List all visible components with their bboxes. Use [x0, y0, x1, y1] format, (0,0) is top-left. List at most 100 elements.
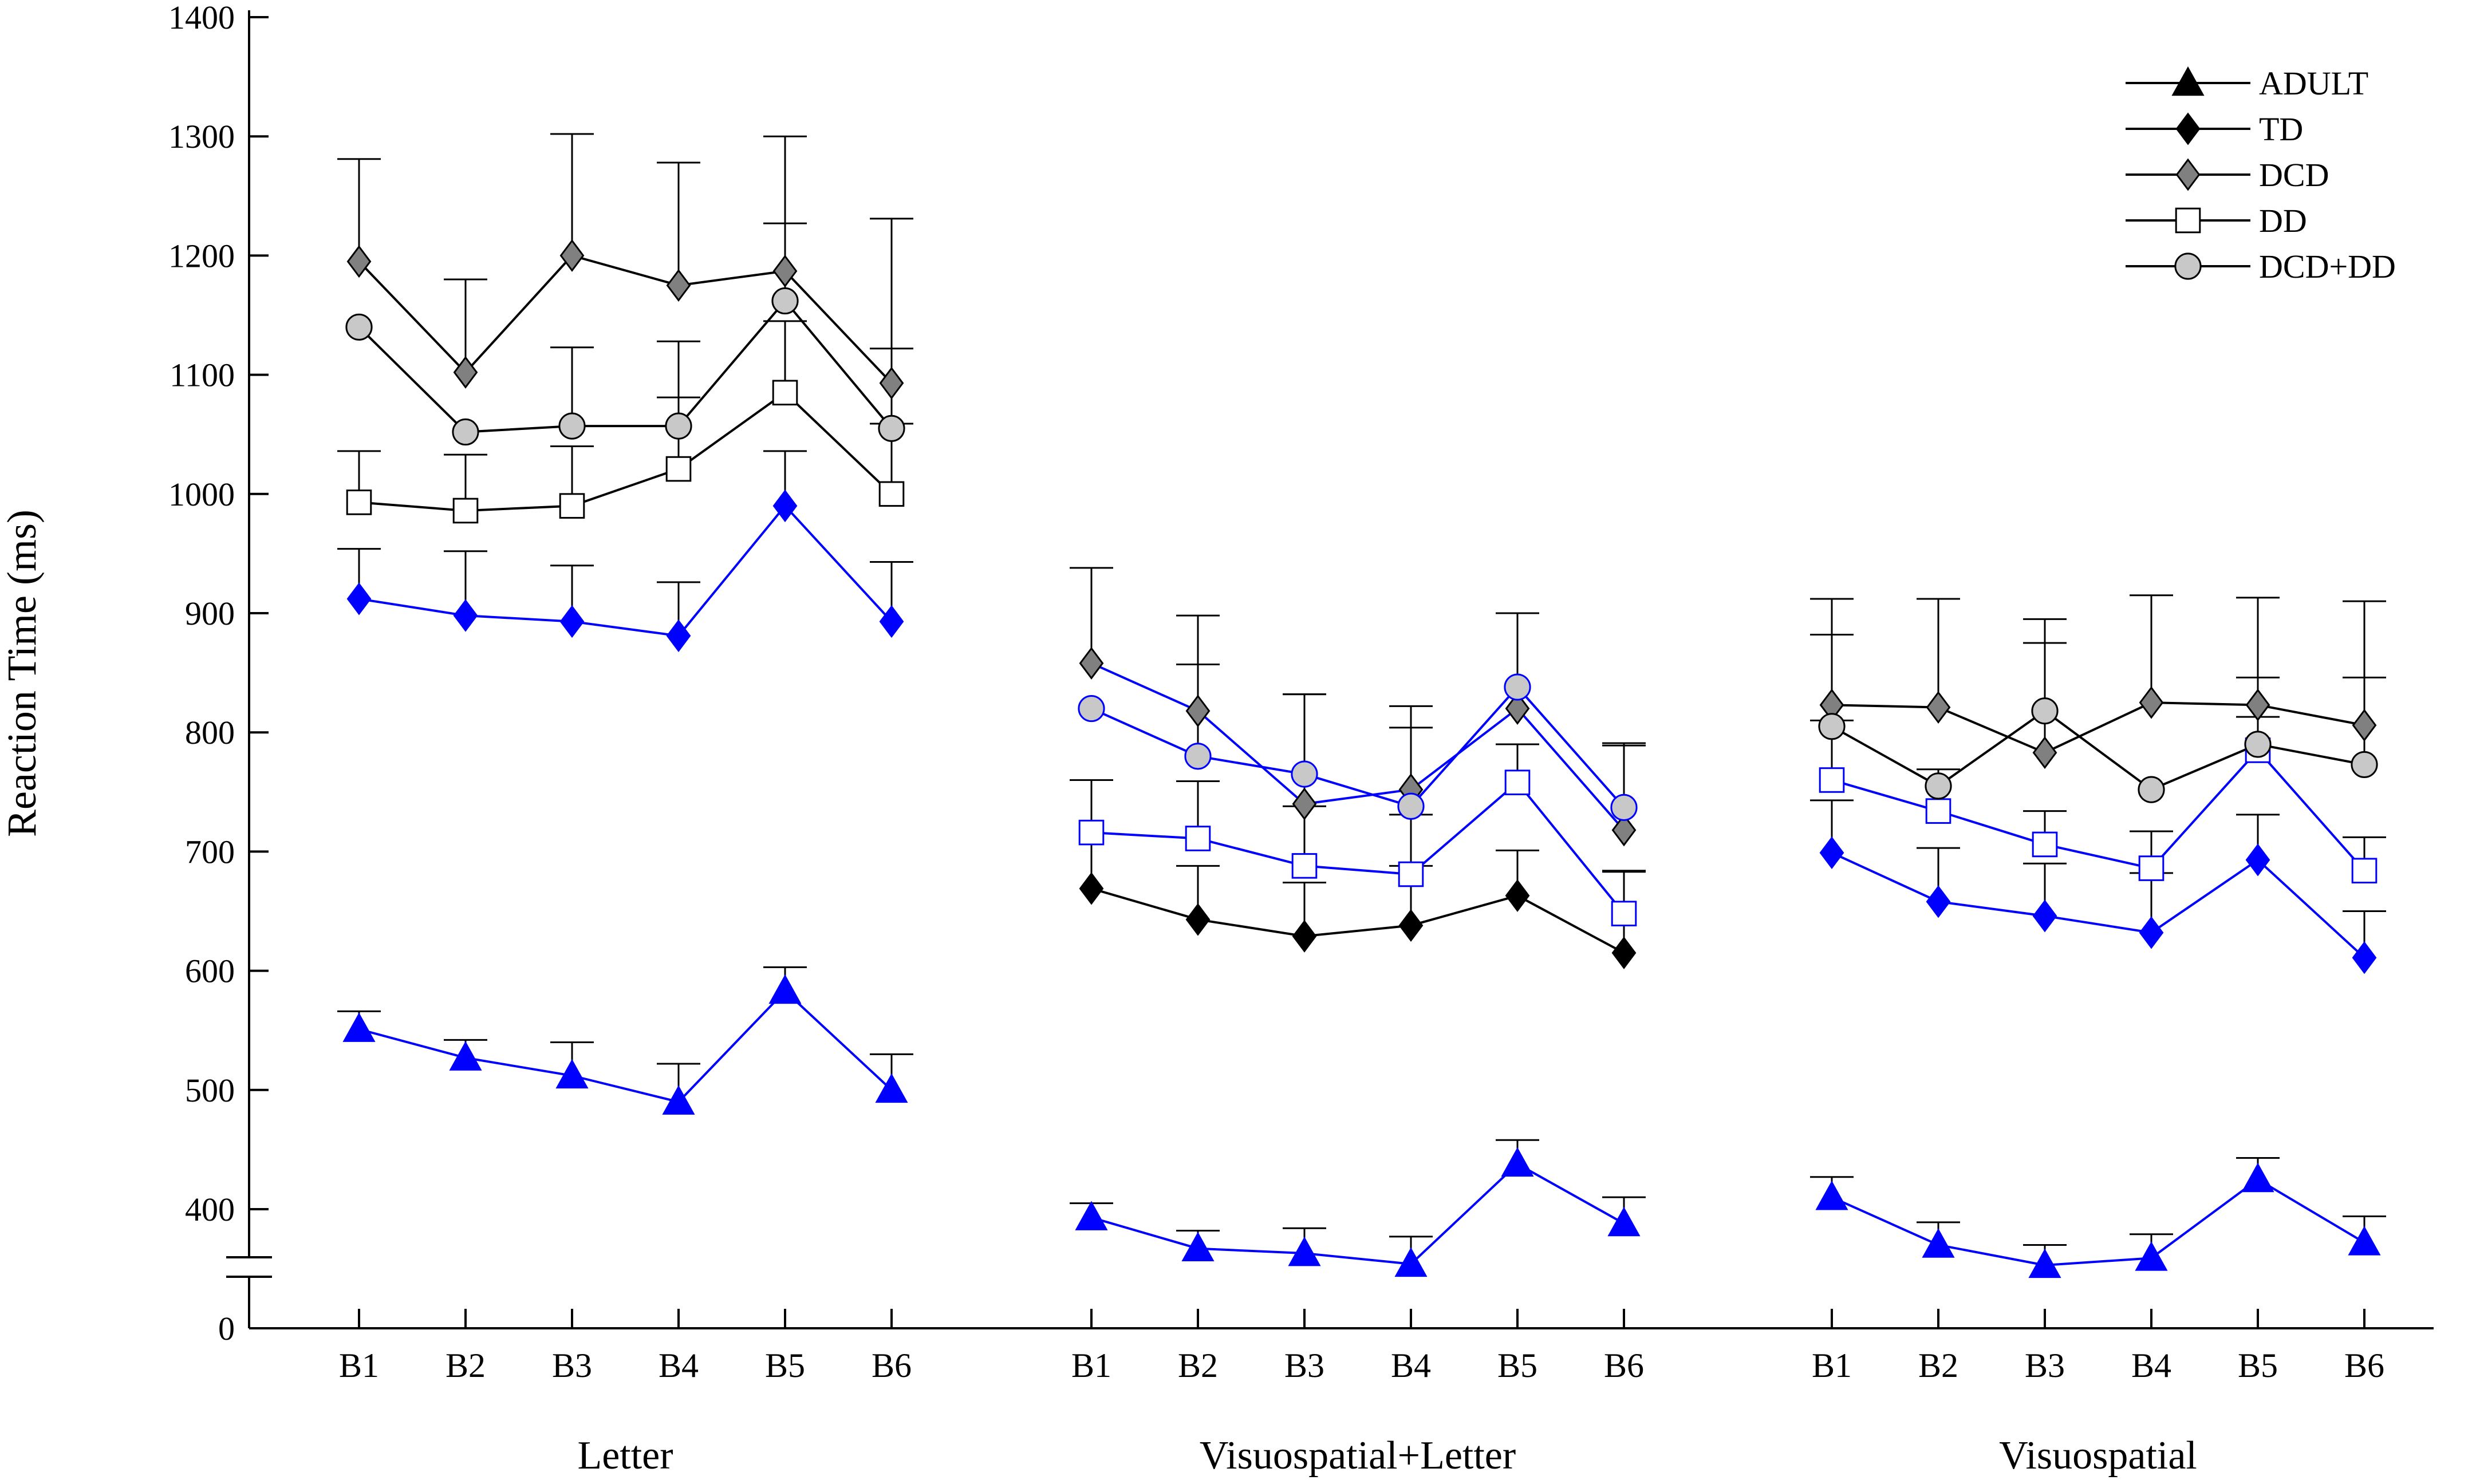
- x-tick-label: B6: [1604, 1347, 1644, 1384]
- legend-marker-dcd-dd: [2174, 252, 2202, 280]
- marker-td: [666, 619, 691, 653]
- y-tick-label: 0: [218, 1310, 235, 1347]
- series-line-td: [358, 504, 893, 637]
- marker-dd: [2138, 855, 2165, 881]
- marker-adult: [2028, 1248, 2061, 1278]
- marker-adult: [555, 1059, 589, 1089]
- marker-dcd-dd: [1078, 694, 1105, 723]
- marker-dcd-dd: [1925, 772, 1952, 800]
- group-label: Visuospatial+Letter: [1200, 1434, 1516, 1478]
- group-label: Letter: [577, 1434, 673, 1478]
- series-line-dcd: [1831, 701, 2365, 754]
- legend-label-dd: DD: [2259, 202, 2307, 239]
- y-tick-label: 1000: [168, 476, 235, 513]
- marker-adult: [1075, 1201, 1108, 1230]
- series-line-dcd: [1091, 662, 1625, 831]
- x-tick-label: B6: [2344, 1347, 2384, 1384]
- marker-dd: [1611, 901, 1637, 926]
- marker-dcd: [1611, 814, 1637, 847]
- marker-dcd-dd: [878, 415, 905, 442]
- marker-td: [1292, 919, 1317, 953]
- marker-dcd: [1926, 690, 1951, 724]
- legend: ADULT TD DCD DD DCD+DD: [2126, 65, 2396, 285]
- marker-td: [2352, 941, 2377, 974]
- x-tick-label: B1: [1812, 1347, 1852, 1384]
- marker-td: [1819, 836, 1844, 869]
- x-tick-label: B4: [2131, 1347, 2171, 1384]
- marker-dcd-dd: [771, 287, 799, 315]
- marker-dd: [346, 490, 372, 515]
- marker-td: [1398, 909, 1424, 942]
- series-line-dcd-dd: [358, 299, 893, 433]
- marker-dcd-dd: [1397, 792, 1425, 820]
- marker-td: [2245, 843, 2270, 877]
- marker-dcd: [1185, 694, 1211, 728]
- chart-labels: 0 400 500 600 700 800 900 1000 1100 1200 1300 1400 B…: [0, 0, 2384, 1478]
- legend-label-dcd: DCD: [2259, 156, 2329, 194]
- series-line-adult: [1831, 1178, 2365, 1266]
- marker-dcd: [2352, 709, 2377, 742]
- marker-adult: [1922, 1228, 1955, 1258]
- marker-td: [772, 490, 798, 523]
- marker-dcd-dd: [2031, 697, 2059, 725]
- marker-dd: [2351, 858, 2378, 884]
- marker-td: [346, 582, 372, 615]
- marker-dcd-dd: [1818, 713, 1846, 740]
- marker-dcd: [1292, 787, 1317, 820]
- marker-adult: [1394, 1247, 1428, 1277]
- x-tick-label: B1: [339, 1347, 379, 1384]
- x-tick-label: B2: [1178, 1347, 1218, 1384]
- series-line-td: [1091, 887, 1625, 954]
- marker-dcd-dd: [2138, 776, 2165, 803]
- marker-dcd-dd: [558, 412, 586, 440]
- marker-td: [1505, 879, 1530, 912]
- marker-dcd: [346, 245, 372, 278]
- marker-dd: [1291, 853, 1318, 879]
- x-tick-label: B2: [445, 1347, 486, 1384]
- legend-marker-dcd: [2175, 158, 2201, 191]
- y-tick-label: 600: [185, 953, 235, 990]
- marker-dcd: [453, 356, 478, 389]
- marker-adult: [2348, 1226, 2381, 1256]
- marker-dcd-dd: [2351, 751, 2378, 779]
- legend-marker-dd: [2175, 207, 2201, 234]
- x-tick-label: B3: [552, 1347, 592, 1384]
- marker-dd: [559, 493, 585, 519]
- marker-dcd: [772, 254, 798, 287]
- series-lines: [358, 254, 2365, 1266]
- series-line-dd: [358, 391, 893, 512]
- series-line-adult: [1091, 1162, 1625, 1265]
- x-tick-label: B4: [1391, 1347, 1431, 1384]
- marker-dd: [772, 380, 798, 406]
- marker-td: [879, 605, 904, 638]
- marker-td: [1079, 872, 1104, 905]
- legend-label-td: TD: [2259, 110, 2303, 148]
- marker-adult: [768, 974, 802, 1004]
- marker-td: [453, 599, 478, 632]
- series-markers: [342, 239, 2381, 1278]
- marker-dcd-dd: [665, 412, 692, 440]
- marker-dcd-dd: [1184, 743, 1212, 770]
- marker-adult: [1288, 1236, 1321, 1266]
- marker-dd: [2032, 831, 2058, 858]
- x-tick-label: B5: [2238, 1347, 2278, 1384]
- marker-dcd-dd: [345, 313, 373, 341]
- marker-adult: [1181, 1232, 1215, 1262]
- marker-dcd-dd: [2244, 731, 2272, 758]
- y-tick-label: 700: [185, 833, 235, 870]
- marker-dcd: [559, 239, 585, 272]
- series-line-dd: [1831, 748, 2365, 872]
- marker-dd: [878, 481, 905, 507]
- legend-label-adult: ADULT: [2259, 65, 2368, 102]
- marker-dd: [1925, 798, 1951, 824]
- y-tick-label: 500: [185, 1072, 235, 1109]
- marker-dd: [1398, 861, 1424, 887]
- y-axis-title: Reaction Time (ms): [0, 510, 45, 837]
- marker-dcd-dd: [1504, 673, 1531, 701]
- y-tick-label: 1300: [168, 118, 235, 155]
- marker-dd: [1504, 769, 1531, 795]
- marker-td: [2139, 916, 2164, 949]
- marker-dcd: [1079, 646, 1104, 680]
- series-line-adult: [358, 989, 893, 1103]
